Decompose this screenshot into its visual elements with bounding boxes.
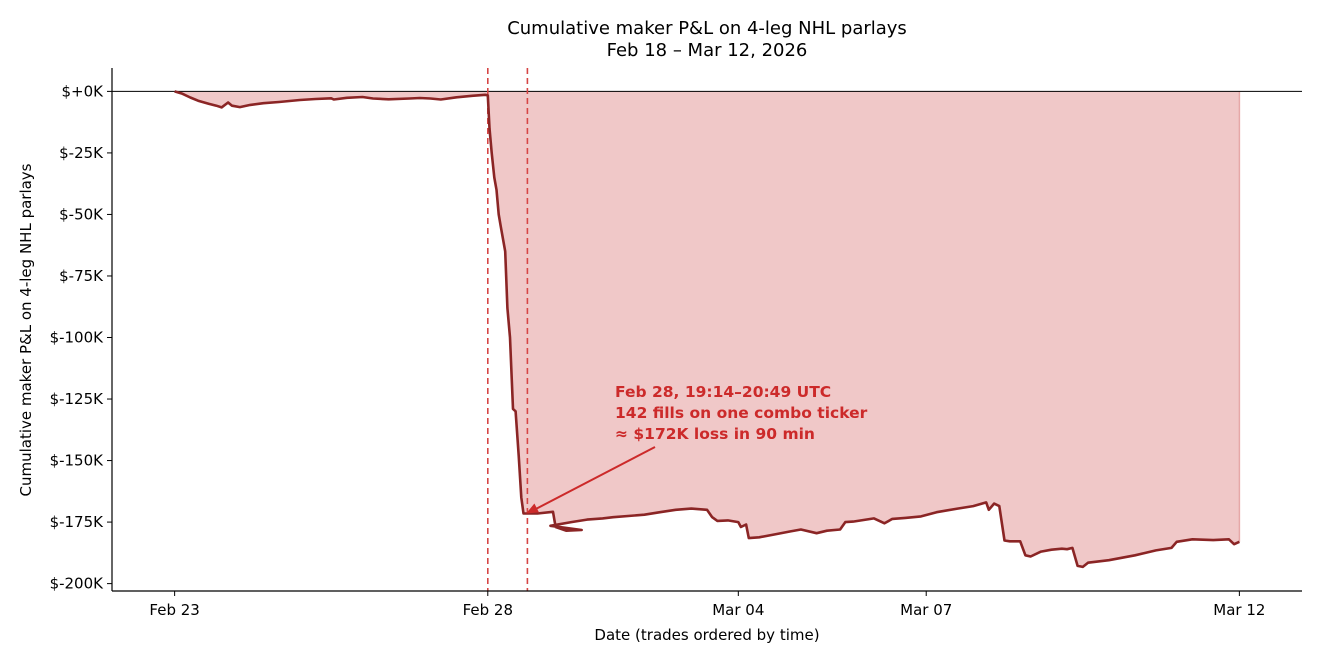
plot-area bbox=[112, 68, 1302, 591]
x-tick-label: Mar 07 bbox=[900, 601, 952, 619]
x-tick-label: Mar 04 bbox=[712, 601, 764, 619]
pnl-series-line bbox=[174, 90, 1240, 569]
x-tick-label: Feb 23 bbox=[149, 601, 199, 619]
chart-title: Cumulative maker P&L on 4-leg NHL parlay… bbox=[507, 18, 907, 39]
y-tick-label: $-200K bbox=[50, 575, 105, 593]
chart-subtitle: Feb 18 – Mar 12, 2026 bbox=[607, 40, 808, 61]
annotation-line-2: 142 fills on one combo ticker bbox=[615, 404, 868, 422]
y-tick-label: $-150K bbox=[50, 452, 105, 470]
annotation-line-1: Feb 28, 19:14–20:49 UTC bbox=[615, 383, 831, 401]
y-tick-label: $-25K bbox=[59, 144, 104, 162]
annotation-arrow bbox=[530, 446, 656, 513]
x-axis-label: Date (trades ordered by time) bbox=[594, 626, 819, 644]
loss-area bbox=[174, 91, 1240, 567]
annotation-line-3: ≈ $172K loss in 90 min bbox=[615, 425, 815, 443]
y-axis-label: Cumulative maker P&L on 4-leg NHL parlay… bbox=[17, 163, 35, 496]
y-tick-label: $+0K bbox=[62, 82, 105, 100]
y-tick-label: $-50K bbox=[59, 205, 104, 223]
axes: $+0K $-25K $-50K $-75K $-100K $-125K $-150K $-1… bbox=[50, 68, 1302, 619]
y-tick-label: $-125K bbox=[50, 390, 105, 408]
x-tick-label: Feb 28 bbox=[463, 601, 513, 619]
y-tick-label: $-75K bbox=[59, 267, 104, 285]
annotation-arrowhead bbox=[526, 503, 539, 514]
y-tick-label: $-175K bbox=[50, 513, 105, 531]
x-tick-label: Mar 12 bbox=[1213, 601, 1265, 619]
y-tick-label: $-100K bbox=[50, 328, 105, 346]
